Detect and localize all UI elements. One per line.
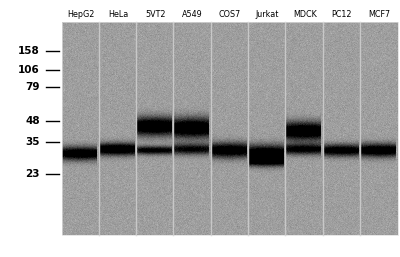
Text: MCF7: MCF7 bbox=[368, 10, 390, 19]
Text: COS7: COS7 bbox=[219, 10, 241, 19]
Text: 79: 79 bbox=[26, 82, 40, 92]
Text: 35: 35 bbox=[26, 137, 40, 147]
Text: PC12: PC12 bbox=[332, 10, 352, 19]
Text: 48: 48 bbox=[25, 116, 40, 126]
Text: HepG2: HepG2 bbox=[67, 10, 94, 19]
Text: 106: 106 bbox=[18, 65, 40, 75]
Text: 23: 23 bbox=[26, 169, 40, 179]
Text: Jurkat: Jurkat bbox=[256, 10, 279, 19]
Text: 158: 158 bbox=[18, 46, 40, 56]
Text: HeLa: HeLa bbox=[108, 10, 128, 19]
Text: A549: A549 bbox=[182, 10, 203, 19]
Text: MDCK: MDCK bbox=[293, 10, 316, 19]
Bar bbox=[62, 22, 398, 235]
Text: 5VT2: 5VT2 bbox=[145, 10, 166, 19]
